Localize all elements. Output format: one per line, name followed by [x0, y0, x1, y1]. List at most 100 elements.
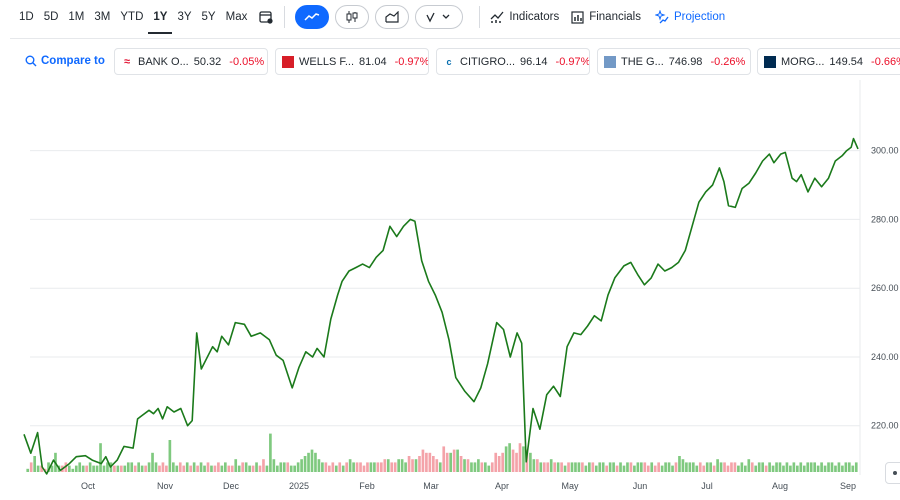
- calendar-icon[interactable]: [258, 9, 274, 25]
- projection-button[interactable]: Projection: [654, 10, 725, 24]
- volume-bar: [463, 459, 466, 472]
- volume-bar: [841, 465, 844, 472]
- volume-bar: [314, 452, 317, 472]
- volume-bar: [383, 459, 387, 472]
- compare-chip[interactable]: WELLS F... 81.04 -0.97%: [275, 48, 429, 75]
- volume-bar: [653, 465, 657, 472]
- volume-bar: [418, 456, 421, 472]
- indicators-icon: [490, 11, 504, 23]
- volume-bar: [359, 462, 362, 472]
- range-1m-button[interactable]: 1M: [68, 11, 85, 23]
- volume-bar: [154, 462, 158, 472]
- compare-chip[interactable]: c CITIGRO... 96.14 -0.97%: [436, 48, 590, 75]
- volume-bar: [276, 465, 279, 472]
- candlestick-chart-button[interactable]: [335, 5, 370, 29]
- volume-bar: [68, 465, 71, 472]
- volume-bar: [452, 449, 456, 472]
- volume-bar: [390, 462, 394, 472]
- volume-bar: [470, 462, 473, 472]
- wells-fargo-logo: [282, 55, 294, 68]
- range-5y-button[interactable]: 5Y: [201, 11, 216, 23]
- price-chart[interactable]: 220.00 240.00 260.00 280.00 300.00 Oct Nov Dec 2…: [0, 80, 900, 500]
- volume-bar: [404, 462, 407, 472]
- volume-bar: [709, 462, 712, 472]
- volume-bar: [147, 462, 151, 472]
- volume-bar: [480, 462, 484, 472]
- area-chart-button[interactable]: [375, 5, 410, 29]
- volume-bar: [442, 446, 446, 472]
- volume-bar: [321, 462, 324, 472]
- compare-chip[interactable]: ≈ BANK O... 50.32 -0.05%: [114, 48, 268, 75]
- volume-bar: [678, 456, 681, 472]
- volume-bar: [95, 465, 99, 472]
- volume-bar: [719, 462, 723, 472]
- compare-chip[interactable]: THE G... 746.98 -0.26%: [597, 48, 751, 75]
- compare-to-button[interactable]: Compare to: [25, 46, 105, 76]
- projection-icon: [654, 10, 669, 24]
- x-tick-label: 2025: [289, 481, 309, 491]
- volume-bar: [605, 465, 608, 472]
- volume-bar: [36, 465, 40, 472]
- volume-bar: [449, 452, 452, 472]
- volume-bar: [636, 462, 640, 472]
- volume-bar: [47, 462, 50, 472]
- volume-bar: [456, 449, 459, 472]
- volume-bar: [754, 465, 758, 472]
- volume-bar: [334, 465, 338, 472]
- range-ytd-button[interactable]: YTD: [120, 11, 144, 23]
- volume-bar: [809, 462, 813, 472]
- volume-bar: [536, 459, 539, 472]
- compare-ticker-name: CITIGRO...: [460, 55, 515, 68]
- volume-bar: [123, 465, 127, 472]
- range-3m-button[interactable]: 3M: [94, 11, 111, 23]
- range-5d-button[interactable]: 5D: [43, 11, 59, 23]
- line-chart-icon: [304, 13, 320, 21]
- volume-bar: [29, 462, 33, 472]
- volume-bar: [560, 462, 563, 472]
- compare-ticker-price: 81.04: [359, 55, 387, 68]
- indicators-button[interactable]: Indicators: [490, 10, 559, 24]
- volume-bar: [355, 462, 359, 472]
- volume-bar: [796, 465, 799, 472]
- compare-chip[interactable]: MORG... 149.54 -0.66%: [757, 48, 900, 75]
- financials-button[interactable]: Financials: [571, 10, 641, 24]
- volume-bar: [227, 465, 231, 472]
- volume-bar: [85, 465, 88, 472]
- volume-bar: [771, 465, 775, 472]
- volume-bar: [608, 462, 612, 472]
- volume-bar: [199, 462, 203, 472]
- morgan-stanley-logo: [764, 55, 776, 68]
- volume-bar: [667, 462, 671, 472]
- range-3y-button[interactable]: 3Y: [177, 11, 192, 23]
- volume-bar: [570, 462, 574, 472]
- volume-bar: [438, 462, 442, 472]
- chart-settings-button[interactable]: [885, 462, 900, 484]
- volume-bar: [750, 462, 754, 472]
- volume-bar: [338, 462, 342, 472]
- volume-bar: [296, 462, 300, 472]
- volume-bar: [50, 465, 54, 472]
- volume-bar: [834, 465, 837, 472]
- volume-bar: [289, 465, 293, 472]
- financials-label: Financials: [589, 11, 641, 23]
- volume-bar: [286, 462, 290, 472]
- compare-ticker-name: WELLS F...: [299, 55, 355, 68]
- search-icon: [25, 55, 37, 67]
- y-tick-label: 300.00: [871, 146, 899, 156]
- volume-bar: [584, 465, 588, 472]
- line-chart-button[interactable]: [295, 5, 330, 29]
- range-1d-button[interactable]: 1D: [19, 11, 34, 23]
- price-line: [23, 137, 859, 475]
- volume-bar: [116, 465, 120, 472]
- volume-bar: [529, 452, 532, 472]
- toolbar-separator: [10, 38, 900, 39]
- range-max-button[interactable]: Max: [225, 11, 248, 23]
- volume-bar: [26, 468, 30, 472]
- compare-ticker-price: 50.32: [193, 55, 222, 68]
- volume-bar: [366, 462, 369, 472]
- range-1y-button[interactable]: 1Y: [148, 2, 173, 34]
- volume-bar: [106, 462, 109, 472]
- drawing-tools-button[interactable]: [415, 5, 464, 29]
- volume-bar: [806, 462, 810, 472]
- volume-bar: [508, 443, 511, 472]
